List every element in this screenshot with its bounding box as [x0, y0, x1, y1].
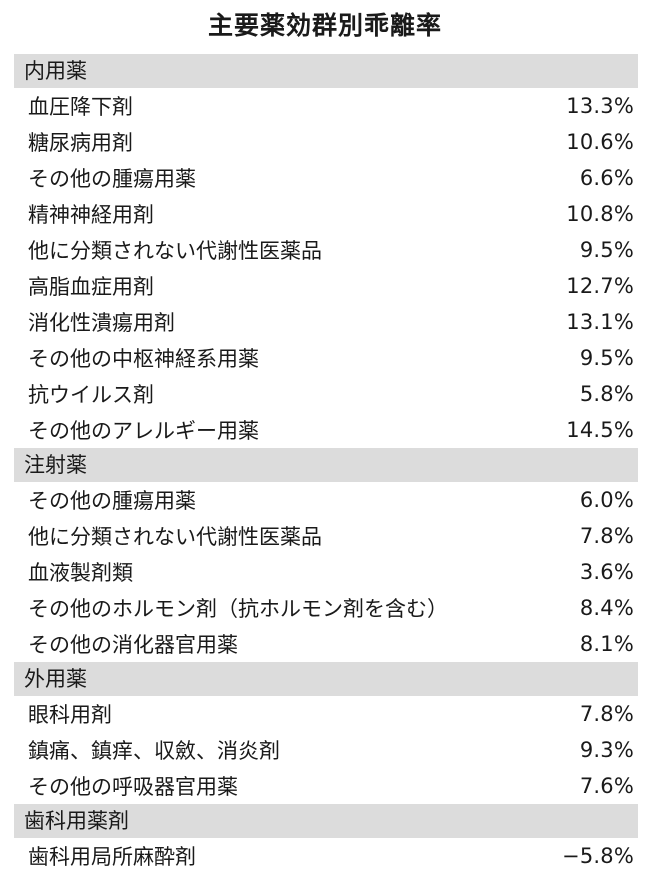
row-name: 鎮痛、鎮痒、収斂、消炎剤 — [28, 739, 280, 763]
row-name: その他の腫瘍用薬 — [28, 167, 196, 191]
table-row: その他の呼吸器官用薬 7.6% — [14, 768, 638, 804]
section-header-external: 外用薬 — [14, 662, 638, 696]
row-name: その他の消化器官用薬 — [28, 633, 238, 657]
row-name: 消化性潰瘍用剤 — [28, 311, 175, 335]
row-name: その他の腫瘍用薬 — [28, 489, 196, 513]
row-value: 7.8% — [579, 702, 634, 726]
row-value: 13.1% — [566, 310, 634, 334]
row-value: 5.8% — [579, 382, 634, 406]
table-row: 血液製剤類 3.6% — [14, 554, 638, 590]
table-row: 血圧降下剤 13.3% — [14, 88, 638, 124]
row-value: 9.5% — [579, 238, 634, 262]
rate-table: 内用薬 血圧降下剤 13.3% 糖尿病用剤 10.6% その他の腫瘍用薬 6.6… — [14, 54, 638, 874]
section-header-injection: 注射薬 — [14, 448, 638, 482]
row-value: 6.0% — [579, 488, 634, 512]
table-row: 他に分類されない代謝性医薬品 9.5% — [14, 232, 638, 268]
table-row: その他の腫瘍用薬 6.6% — [14, 160, 638, 196]
row-name: 眼科用剤 — [28, 703, 112, 727]
row-value: 7.8% — [579, 524, 634, 548]
row-name: 高脂血症用剤 — [28, 275, 154, 299]
row-name: その他のアレルギー用薬 — [28, 419, 259, 443]
row-value: 10.8% — [566, 202, 634, 226]
row-value: 8.4% — [579, 596, 634, 620]
row-value: 7.6% — [579, 774, 634, 798]
table-row: その他の中枢神経系用薬 9.5% — [14, 340, 638, 376]
row-value: 13.3% — [566, 94, 634, 118]
table-row: 眼科用剤 7.8% — [14, 696, 638, 732]
row-value: −5.8% — [562, 844, 634, 868]
table-title: 主要薬効群別乖離率 — [207, 11, 442, 40]
row-name: 歯科用局所麻酔剤 — [28, 845, 196, 869]
row-value: 8.1% — [579, 632, 634, 656]
table-row: その他の消化器官用薬 8.1% — [14, 626, 638, 662]
row-value: 12.7% — [566, 274, 634, 298]
table-row: 糖尿病用剤 10.6% — [14, 124, 638, 160]
row-name: 血圧降下剤 — [28, 95, 133, 119]
row-name: 糖尿病用剤 — [28, 131, 133, 155]
row-name: 精神神経用剤 — [28, 203, 154, 227]
row-name: 血液製剤類 — [28, 561, 133, 585]
table-row: その他のアレルギー用薬 14.5% — [14, 412, 638, 448]
table-row: 他に分類されない代謝性医薬品 7.8% — [14, 518, 638, 554]
table-row: 歯科用局所麻酔剤 −5.8% — [14, 838, 638, 874]
row-name: その他の呼吸器官用薬 — [28, 775, 238, 799]
row-name: 他に分類されない代謝性医薬品 — [28, 525, 322, 549]
row-value: 14.5% — [566, 418, 634, 442]
row-name: その他の中枢神経系用薬 — [28, 347, 259, 371]
row-value: 6.6% — [579, 166, 634, 190]
row-value: 10.6% — [566, 130, 634, 154]
section-header-dental: 歯科用薬剤 — [14, 804, 638, 838]
row-value: 9.3% — [579, 738, 634, 762]
table-row: その他のホルモン剤（抗ホルモン剤を含む） 8.4% — [14, 590, 638, 626]
table-row: 高脂血症用剤 12.7% — [14, 268, 638, 304]
row-name: 抗ウイルス剤 — [28, 383, 154, 407]
row-value: 3.6% — [579, 560, 634, 584]
section-header-oral: 内用薬 — [14, 54, 638, 88]
table-row: その他の腫瘍用薬 6.0% — [14, 482, 638, 518]
table-row: 消化性潰瘍用剤 13.1% — [14, 304, 638, 340]
row-value: 9.5% — [579, 346, 634, 370]
row-name: その他のホルモン剤（抗ホルモン剤を含む） — [28, 597, 448, 621]
table-row: 精神神経用剤 10.8% — [14, 196, 638, 232]
table-row: 抗ウイルス剤 5.8% — [14, 376, 638, 412]
row-name: 他に分類されない代謝性医薬品 — [28, 239, 322, 263]
table-row: 鎮痛、鎮痒、収斂、消炎剤 9.3% — [14, 732, 638, 768]
